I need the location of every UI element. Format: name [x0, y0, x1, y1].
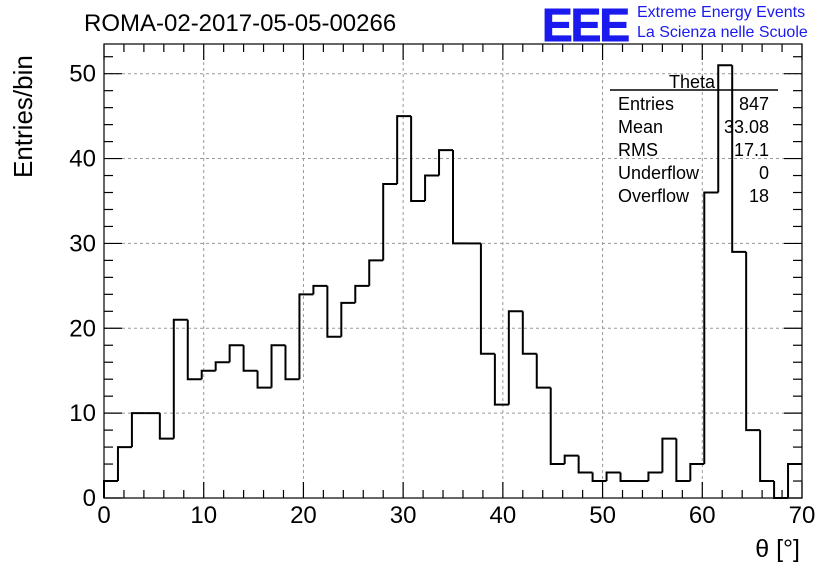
- x-tick-label: 40: [490, 502, 517, 529]
- histogram-bin: [591, 472, 607, 483]
- stats-box: Theta Entries 847 Mean 33.08 RMS 17.1 Un…: [610, 72, 778, 206]
- stats-title: Theta: [669, 72, 716, 92]
- histogram-bin: [577, 455, 593, 474]
- x-tick-label: 30: [390, 502, 417, 529]
- x-tick-label: 0: [97, 502, 110, 529]
- stats-label-entries: Entries: [618, 94, 674, 114]
- histogram-bin: [116, 446, 132, 482]
- histogram-bin: [424, 174, 440, 201]
- x-axis-title: θ [°]: [755, 535, 800, 563]
- histogram-bin: [130, 412, 146, 448]
- histogram-bin: [717, 64, 733, 193]
- stats-label-mean: Mean: [618, 117, 663, 137]
- x-tick-label: 70: [789, 502, 816, 529]
- histogram-bin: [242, 345, 258, 372]
- y-tick-label: 0: [83, 485, 96, 512]
- stats-value-mean: 33.08: [724, 117, 769, 137]
- histogram-bin: [759, 430, 775, 483]
- eee-logo-line1: Extreme Energy Events: [637, 4, 806, 21]
- histogram-bin: [619, 472, 635, 483]
- title-text: ROMA-02-2017-05-05-00266: [84, 10, 397, 37]
- histogram-bin: [326, 285, 342, 338]
- histogram-bin: [605, 471, 621, 482]
- histogram-bin: [270, 344, 286, 388]
- stats-value-rms: 17.1: [734, 140, 769, 160]
- histogram-bin: [452, 150, 467, 245]
- histogram-bin: [214, 361, 230, 371]
- x-tick-label: 20: [290, 502, 317, 529]
- y-tick-label: 30: [69, 230, 96, 257]
- histogram-bars: [103, 64, 802, 499]
- histogram-bin: [438, 149, 453, 176]
- histogram-bin: [382, 183, 398, 261]
- histogram-bin: [256, 370, 272, 389]
- stats-value-overflow: 18: [749, 186, 769, 206]
- histogram-bin: [284, 345, 300, 381]
- stats-value-entries: 847: [739, 94, 769, 114]
- histogram-bin: [103, 480, 118, 498]
- plot-frame: [103, 43, 803, 499]
- histogram-bin: [703, 191, 719, 465]
- histogram-bin: [507, 310, 523, 405]
- x-tick-label: 10: [190, 502, 217, 529]
- x-tick-label: 50: [589, 502, 616, 529]
- histogram-bin: [773, 481, 789, 499]
- histogram-bin: [521, 311, 537, 355]
- x-tick-labels: 0 10 20 30 40 50 60 70: [97, 502, 815, 529]
- histogram-bin: [493, 353, 509, 406]
- y-tick-label: 40: [69, 146, 96, 173]
- histogram-bin: [549, 387, 565, 466]
- histogram-bin: [661, 437, 677, 473]
- stats-value-underflow: 0: [759, 163, 769, 183]
- histogram-bin: [158, 413, 174, 440]
- histogram-bin: [340, 301, 356, 337]
- eee-logo-text: EEE: [541, 0, 630, 52]
- histogram-bin: [647, 471, 663, 482]
- histogram-bin: [200, 369, 216, 380]
- histogram-bin: [745, 251, 761, 432]
- y-tick-labels: 0 10 20 30 40 50: [69, 61, 96, 512]
- histogram-bin: [479, 243, 495, 355]
- y-tick-label: 50: [69, 61, 96, 88]
- histogram-bin: [675, 438, 691, 483]
- histogram-bin: [689, 463, 705, 482]
- histogram-bin: [396, 115, 412, 185]
- histogram-bin: [731, 65, 747, 253]
- stats-label-underflow: Underflow: [618, 163, 700, 183]
- axis-ticks: [103, 44, 803, 499]
- histogram-bin: [368, 259, 384, 286]
- y-axis-title: Entries/bin: [8, 55, 38, 178]
- histogram-bin: [298, 293, 314, 380]
- x-tick-label: 60: [689, 502, 716, 529]
- histogram-bin: [228, 344, 244, 363]
- histogram-bin: [410, 116, 426, 202]
- histogram-bin: [172, 318, 188, 439]
- grid-lines: [104, 44, 802, 498]
- eee-logo: EEE Extreme Energy Events La Scienza nel…: [541, 0, 832, 52]
- stats-label-overflow: Overflow: [618, 186, 690, 206]
- histogram-bin: [354, 284, 370, 303]
- y-tick-label: 10: [69, 400, 96, 427]
- eee-logo-line2: La Scienza nelle Scuole: [637, 24, 808, 41]
- y-tick-label: 20: [69, 315, 96, 342]
- histogram-bin: [312, 284, 328, 295]
- histogram-bin: [535, 353, 551, 389]
- histogram-bin: [186, 319, 202, 381]
- histogram-bin: [563, 454, 579, 465]
- stats-label-rms: RMS: [618, 140, 658, 160]
